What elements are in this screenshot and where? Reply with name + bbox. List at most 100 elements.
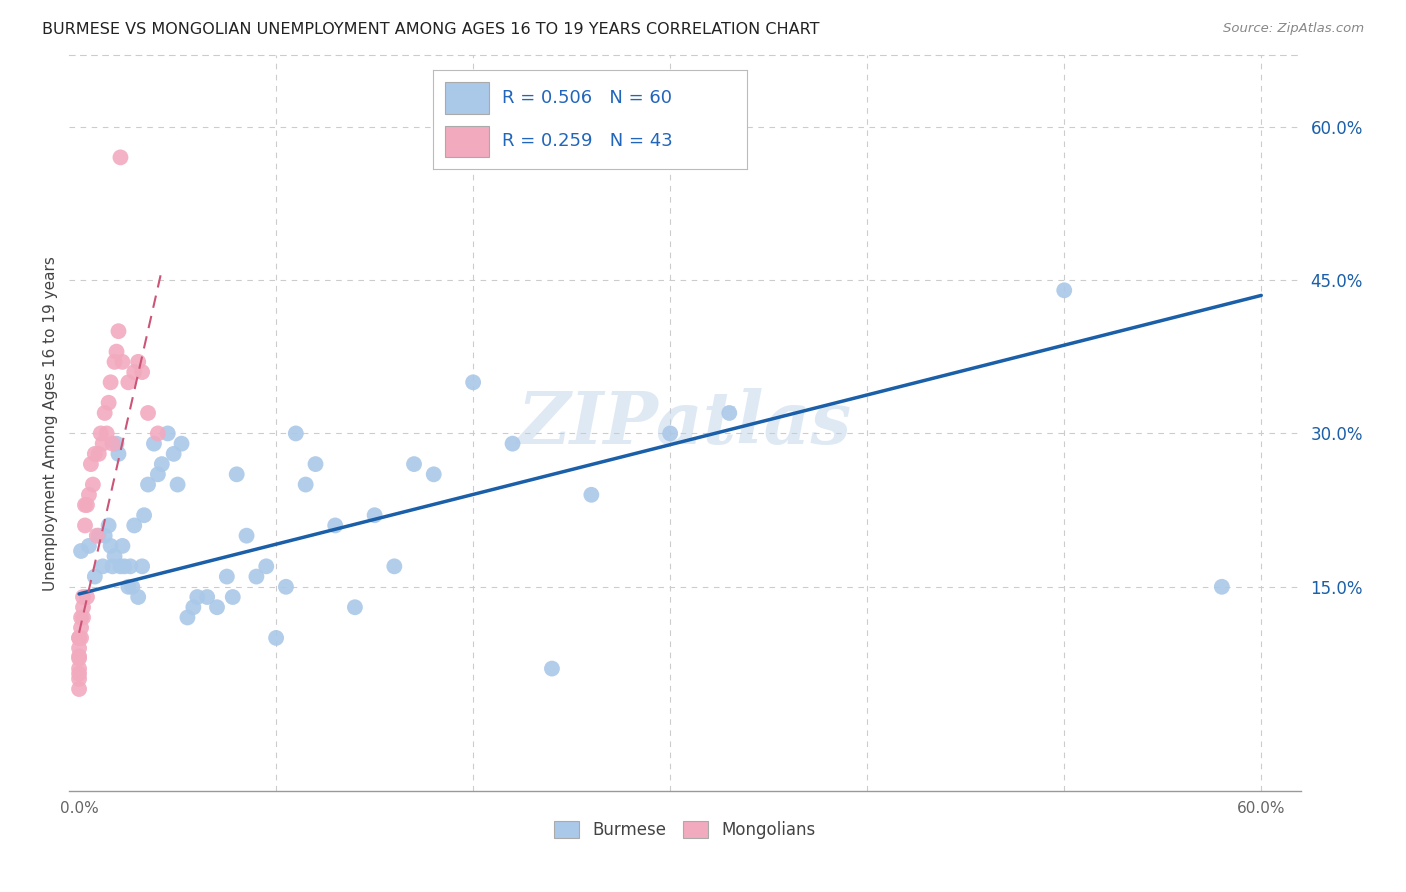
- Point: [97, 518, 120, 533]
- Point: [93, 529, 115, 543]
- Point: [70, 621, 93, 635]
- Point: [67, 651, 90, 665]
- Point: [117, 580, 139, 594]
- Point: [87, 447, 110, 461]
- Point: [122, 365, 145, 379]
- Point: [111, 355, 134, 369]
- Point: [659, 426, 682, 441]
- Point: [176, 610, 198, 624]
- Point: [67, 681, 90, 696]
- Point: [142, 436, 165, 450]
- Point: [112, 559, 135, 574]
- Point: [131, 559, 153, 574]
- Point: [150, 457, 173, 471]
- Point: [146, 426, 169, 441]
- Point: [136, 477, 159, 491]
- Point: [195, 590, 218, 604]
- Point: [323, 518, 346, 533]
- Point: [131, 365, 153, 379]
- Point: [73, 518, 96, 533]
- Point: [235, 529, 257, 543]
- Point: [83, 569, 105, 583]
- Point: [103, 549, 125, 563]
- Point: [77, 488, 100, 502]
- Point: [77, 539, 100, 553]
- Point: [111, 539, 134, 553]
- Point: [1211, 580, 1233, 594]
- Point: [72, 590, 94, 604]
- Point: [215, 569, 238, 583]
- Point: [70, 631, 93, 645]
- Point: [91, 436, 114, 450]
- Point: [80, 457, 103, 471]
- Point: [67, 631, 90, 645]
- Point: [105, 436, 128, 450]
- Point: [110, 559, 132, 574]
- Point: [97, 396, 120, 410]
- Point: [718, 406, 741, 420]
- Point: [156, 426, 179, 441]
- Point: [222, 590, 245, 604]
- Point: [72, 610, 94, 624]
- Point: [101, 559, 124, 574]
- Point: [67, 631, 90, 645]
- Point: [67, 649, 90, 664]
- Point: [120, 559, 142, 574]
- Y-axis label: Unemployment Among Ages 16 to 19 years: Unemployment Among Ages 16 to 19 years: [44, 256, 58, 591]
- Point: [76, 590, 98, 604]
- Point: [93, 406, 115, 420]
- Text: BURMESE VS MONGOLIAN UNEMPLOYMENT AMONG AGES 16 TO 19 YEARS CORRELATION CHART: BURMESE VS MONGOLIAN UNEMPLOYMENT AMONG …: [42, 22, 820, 37]
- Point: [90, 426, 112, 441]
- Point: [254, 559, 277, 574]
- Point: [100, 539, 122, 553]
- Point: [170, 436, 193, 450]
- Point: [422, 467, 444, 482]
- Point: [67, 641, 90, 656]
- Point: [136, 406, 159, 420]
- Point: [110, 150, 132, 164]
- Text: ZIPatlas: ZIPatlas: [517, 388, 852, 458]
- Point: [83, 447, 105, 461]
- Point: [101, 436, 124, 450]
- Point: [304, 457, 326, 471]
- Point: [502, 436, 524, 450]
- Point: [67, 666, 90, 681]
- Point: [284, 426, 307, 441]
- Point: [343, 600, 366, 615]
- Point: [76, 498, 98, 512]
- Point: [105, 344, 128, 359]
- Point: [274, 580, 297, 594]
- Point: [127, 355, 149, 369]
- Point: [146, 467, 169, 482]
- Point: [121, 580, 143, 594]
- Point: [122, 518, 145, 533]
- Point: [107, 447, 129, 461]
- Point: [127, 590, 149, 604]
- Point: [87, 529, 110, 543]
- Point: [91, 559, 114, 574]
- Point: [103, 355, 125, 369]
- Point: [463, 376, 485, 390]
- Point: [86, 529, 108, 543]
- Point: [225, 467, 247, 482]
- Point: [166, 477, 188, 491]
- Point: [382, 559, 405, 574]
- Point: [67, 672, 90, 686]
- Point: [132, 508, 155, 523]
- Point: [67, 662, 90, 676]
- Point: [363, 508, 385, 523]
- Point: [264, 631, 287, 645]
- Point: [70, 544, 93, 558]
- Point: [402, 457, 425, 471]
- Point: [82, 477, 104, 491]
- Point: [186, 590, 208, 604]
- Point: [107, 324, 129, 338]
- Point: [73, 498, 96, 512]
- Point: [581, 488, 603, 502]
- Point: [245, 569, 267, 583]
- Point: [72, 600, 94, 615]
- Point: [70, 610, 93, 624]
- Text: Source: ZipAtlas.com: Source: ZipAtlas.com: [1223, 22, 1364, 36]
- Point: [117, 376, 139, 390]
- Legend: Burmese, Mongolians: Burmese, Mongolians: [547, 814, 823, 846]
